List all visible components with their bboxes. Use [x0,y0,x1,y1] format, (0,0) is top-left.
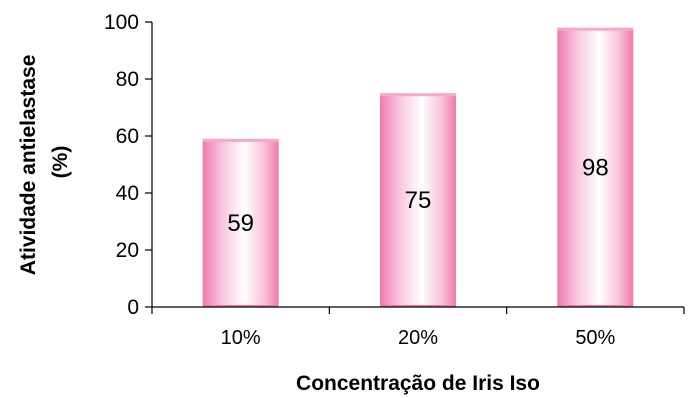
bar-body [380,93,456,307]
x-category-label: 50% [575,327,615,349]
y-axis-title-line-1: Atividade antielastase [17,55,40,276]
x-category-label: 10% [221,327,261,349]
y-axis-title-line-2: (%) [49,146,72,179]
bar-body [557,27,634,307]
y-tick-label: 80 [116,68,139,91]
data-label: 98 [582,154,609,181]
bar-top-cap [557,27,634,31]
bar-top-cap [380,93,456,97]
y-axis-title: Atividade antielastase (%) [17,49,72,275]
bar-body [202,138,279,307]
x-axis-title: Concentração de Iris Iso [296,372,540,395]
x-axis-categories: 10% 20% 50% [151,307,685,349]
y-tick-label: 20 [116,239,139,262]
data-label: 59 [227,210,254,237]
bar-top-cap [202,138,279,142]
y-axis-ticks: 0 20 40 60 80 100 [104,11,152,319]
y-tick-label: 0 [127,296,139,319]
data-label: 75 [405,187,432,214]
y-tick-label: 100 [104,11,139,34]
bar-10%: 59 [202,138,279,307]
bar-base [380,305,456,307]
y-tick-label: 60 [116,125,139,148]
bar-50%: 98 [557,27,634,307]
bar-20%: 75 [380,93,456,307]
y-tick-label: 40 [116,182,139,205]
x-category-label: 20% [398,327,438,349]
bar-base [557,305,634,307]
bar-base [202,305,279,307]
bars: 59 75 98 [202,27,634,307]
